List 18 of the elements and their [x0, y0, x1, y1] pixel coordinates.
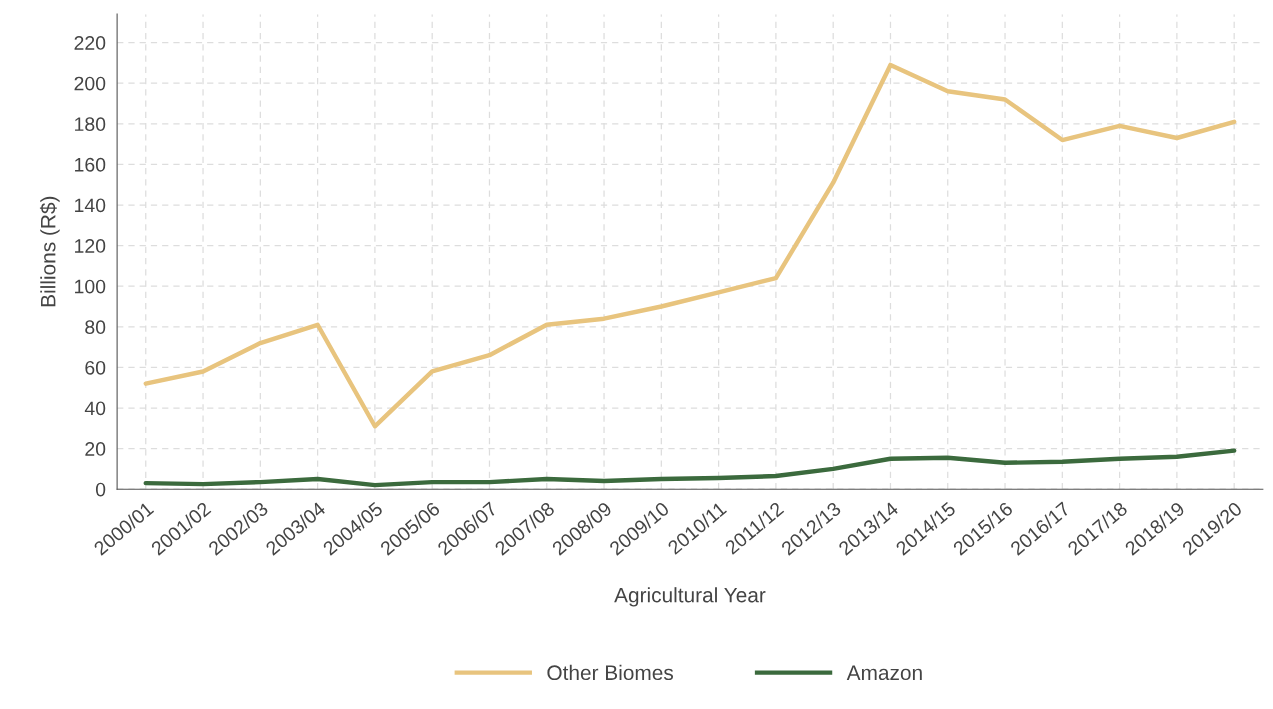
y-tick-label: 20: [85, 442, 106, 456]
y-tick-label: 120: [75, 239, 106, 253]
y-tick-label: 160: [75, 157, 106, 172]
y-axis-title: Billions (R$): [39, 196, 60, 307]
legend-label: Other Biomes: [547, 664, 674, 681]
line-series: [143, 448, 1237, 488]
y-tick-label: 60: [85, 360, 106, 375]
line-series: [143, 62, 1237, 429]
legend-label: Amazon: [846, 665, 922, 681]
y-tick-label: 80: [85, 320, 106, 335]
y-tick-label: 0: [95, 482, 106, 497]
y-tick-label: 220: [74, 36, 106, 50]
y-tick-label: 200: [74, 76, 106, 91]
y-tick-label: 180: [75, 117, 106, 132]
x-axis-title: Agricultural Year: [614, 587, 766, 607]
y-tick-label: 140: [75, 198, 106, 213]
y-tick-label: 100: [75, 279, 106, 294]
y-tick-label: 40: [84, 401, 106, 416]
